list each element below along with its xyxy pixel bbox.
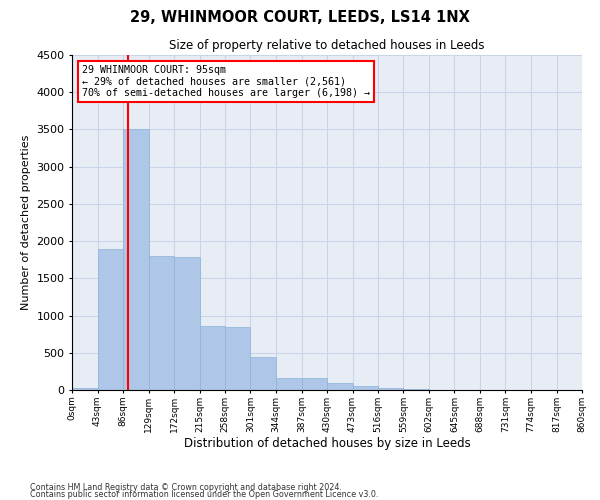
Title: Size of property relative to detached houses in Leeds: Size of property relative to detached ho… [169,40,485,52]
X-axis label: Distribution of detached houses by size in Leeds: Distribution of detached houses by size … [184,438,470,450]
Text: Contains public sector information licensed under the Open Government Licence v3: Contains public sector information licen… [30,490,379,499]
Bar [353,386,378,390]
Bar [123,130,149,390]
Text: 29 WHINMOOR COURT: 95sqm
← 29% of detached houses are smaller (2,561)
70% of sem: 29 WHINMOOR COURT: 95sqm ← 29% of detach… [82,65,370,98]
Bar [199,326,225,390]
Bar [378,388,403,390]
Bar [72,388,97,390]
Text: 29, WHINMOOR COURT, LEEDS, LS14 1NX: 29, WHINMOOR COURT, LEEDS, LS14 1NX [130,10,470,25]
Bar [302,378,327,390]
Text: Contains HM Land Registry data © Crown copyright and database right 2024.: Contains HM Land Registry data © Crown c… [30,484,342,492]
Bar [225,326,251,390]
Bar [174,258,199,390]
Bar [149,256,174,390]
Bar [251,356,276,390]
Y-axis label: Number of detached properties: Number of detached properties [20,135,31,310]
Bar [327,384,353,390]
Bar [97,248,123,390]
Bar [276,378,302,390]
